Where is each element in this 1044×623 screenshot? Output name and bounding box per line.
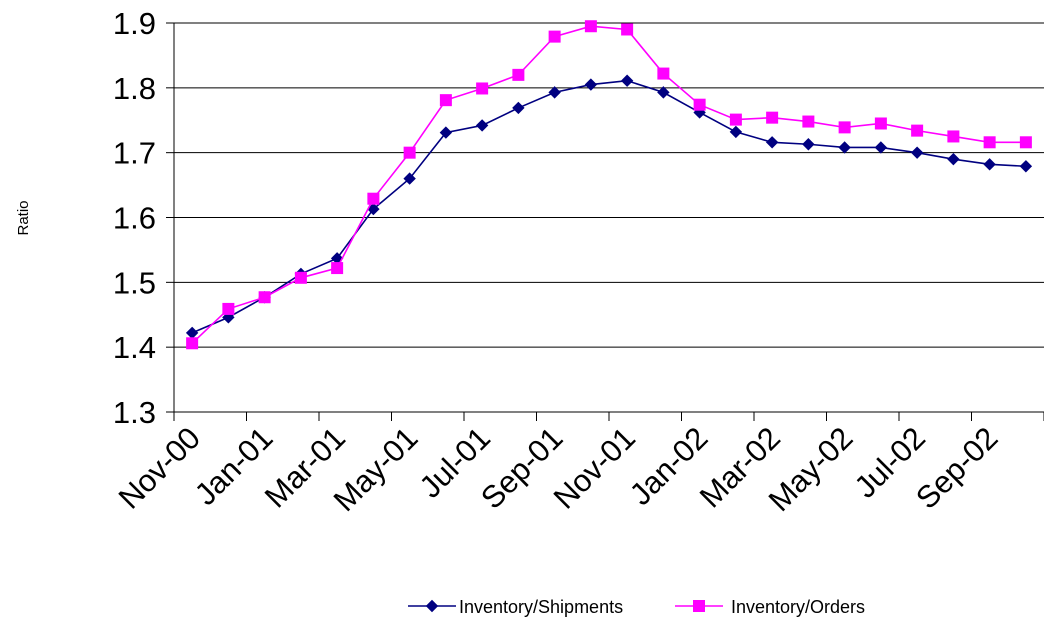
series-layer (185, 20, 1033, 350)
data-point (838, 141, 851, 154)
y-tick-label: 1.8 (113, 71, 156, 106)
data-point (766, 111, 779, 124)
data-point (294, 271, 307, 284)
legend-label: Inventory/Orders (731, 597, 865, 617)
data-point (983, 158, 996, 171)
data-point (657, 86, 670, 99)
x-tick-label: Sep-02 (909, 420, 1004, 515)
data-point (331, 262, 344, 275)
series-line (191, 79, 1026, 334)
data-point (512, 68, 525, 81)
data-point (186, 337, 199, 350)
legend-marker (425, 599, 439, 613)
data-point (693, 98, 706, 111)
x-tick-label: Nov-00 (112, 420, 207, 515)
y-tick-label: 1.7 (113, 136, 156, 171)
data-point (584, 20, 597, 33)
data-point (222, 302, 235, 315)
data-point (911, 124, 924, 137)
y-tick-label: 1.3 (113, 395, 156, 430)
y-tick-label: 1.4 (113, 330, 156, 365)
x-tick-labels: Nov-00Jan-01Mar-01May-01Jul-01Sep-01Nov-… (112, 420, 1005, 518)
data-point (910, 146, 924, 159)
data-point (947, 152, 960, 166)
data-point (258, 291, 271, 304)
y-tick-label: 1.5 (113, 265, 156, 300)
x-tick-label: Nov-01 (547, 420, 642, 515)
data-point (439, 126, 453, 139)
axes (166, 22, 1044, 421)
data-point (620, 74, 634, 87)
data-point (621, 23, 634, 36)
data-point (439, 94, 452, 107)
data-point (657, 67, 670, 80)
data-point (947, 130, 960, 143)
data-point (403, 172, 416, 185)
data-point (802, 115, 815, 128)
data-point (403, 146, 416, 159)
series-inventory-orders (186, 20, 1032, 350)
data-point (548, 30, 561, 43)
legend: Inventory/Shipments Inventory/Orders (408, 597, 865, 617)
data-point (476, 82, 489, 95)
data-point (367, 192, 380, 205)
series-inventory-shipments (185, 74, 1033, 340)
series-line (191, 25, 1026, 344)
data-point (765, 136, 779, 149)
data-point (475, 119, 489, 132)
data-point (1019, 136, 1032, 149)
data-point (802, 138, 815, 151)
legend-item: Inventory/Orders (675, 597, 865, 617)
x-tick-label: Sep-01 (474, 420, 569, 515)
y-tick-label: 1.6 (113, 201, 156, 236)
data-point (1019, 160, 1033, 173)
data-point (584, 78, 598, 91)
y-tick-labels: 1.3 1.4 1.5 1.6 1.7 1.8 1.9 (113, 6, 156, 430)
data-point (874, 141, 888, 154)
data-point (838, 121, 851, 134)
legend-label: Inventory/Shipments (459, 597, 623, 617)
data-point (874, 117, 887, 130)
data-point (185, 326, 199, 340)
data-point (512, 101, 525, 115)
legend-item: Inventory/Shipments (408, 597, 623, 617)
data-point (729, 113, 742, 126)
gridlines (174, 22, 1044, 413)
y-axis-title: Ratio (15, 200, 32, 235)
data-point (548, 86, 561, 99)
data-point (983, 136, 996, 149)
data-point (729, 125, 743, 139)
legend-marker (693, 600, 705, 612)
y-tick-label: 1.9 (113, 6, 156, 41)
